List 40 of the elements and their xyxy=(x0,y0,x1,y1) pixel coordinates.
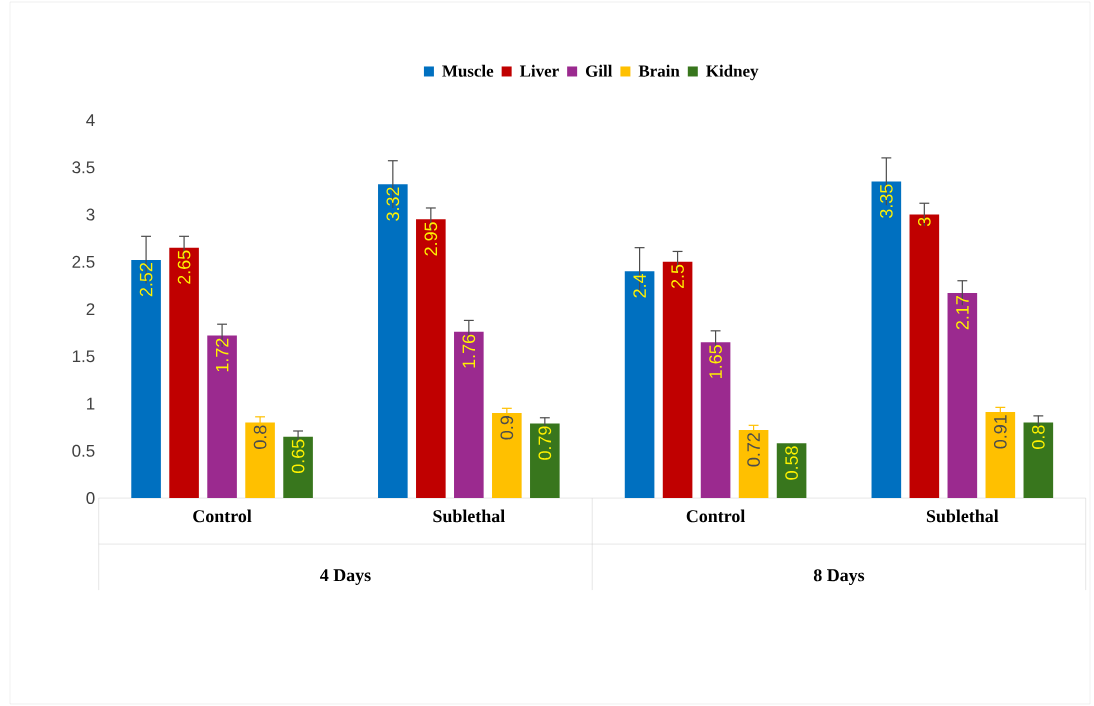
y-tick-label: 0.5 xyxy=(72,444,95,457)
data-label: 1.76 xyxy=(462,334,476,368)
data-label: 2.65 xyxy=(177,250,191,284)
y-tick-label: 1 xyxy=(87,397,95,410)
data-label: 3.35 xyxy=(879,184,893,218)
legend-label: Brain xyxy=(638,64,680,77)
legend-label: Liver xyxy=(519,64,559,77)
y-tick-label: 4 xyxy=(86,114,95,126)
data-label: 1.72 xyxy=(215,338,229,372)
data-label: 2.17 xyxy=(956,296,969,330)
data-label: 0.58 xyxy=(785,446,798,480)
y-tick-label: 0 xyxy=(86,492,95,505)
text: 4 Days xyxy=(320,569,371,585)
data-label: 1.65 xyxy=(709,345,722,378)
data-label: 3.32 xyxy=(386,187,400,221)
legend-label: Gill xyxy=(585,64,613,77)
data-label: 0.8 xyxy=(253,425,267,449)
data-label: 2.52 xyxy=(139,263,153,297)
legend-label: Kidney xyxy=(706,64,759,81)
data-label: 0.91 xyxy=(993,415,1007,449)
data-label: 0.8 xyxy=(1031,425,1045,449)
x-tick-label: Sublethal xyxy=(433,509,505,523)
y-tick-label: 3.5 xyxy=(72,161,95,174)
data-label: 0.72 xyxy=(747,433,760,467)
data-label: 0.9 xyxy=(500,416,514,440)
data-label: 2.5 xyxy=(671,264,684,289)
data-label: 2.4 xyxy=(633,274,646,298)
y-tick-label: 2 xyxy=(86,303,95,315)
data-label: 0.79 xyxy=(538,426,552,460)
y-tick-label: 1.5 xyxy=(72,350,95,363)
y-tick-label: 3 xyxy=(86,208,95,221)
data-label: 0.65 xyxy=(291,439,305,474)
x-tick-label: Control xyxy=(686,509,745,523)
data-label: 2.95 xyxy=(424,222,438,256)
x-tick-label: Control xyxy=(193,509,252,523)
x-tick-label: Sublethal xyxy=(926,509,999,523)
data-label: 3 xyxy=(917,217,931,227)
legend-label: Muscle xyxy=(442,64,494,77)
y-tick-label: 2.5 xyxy=(72,255,95,268)
text: 8 Days xyxy=(813,569,865,585)
